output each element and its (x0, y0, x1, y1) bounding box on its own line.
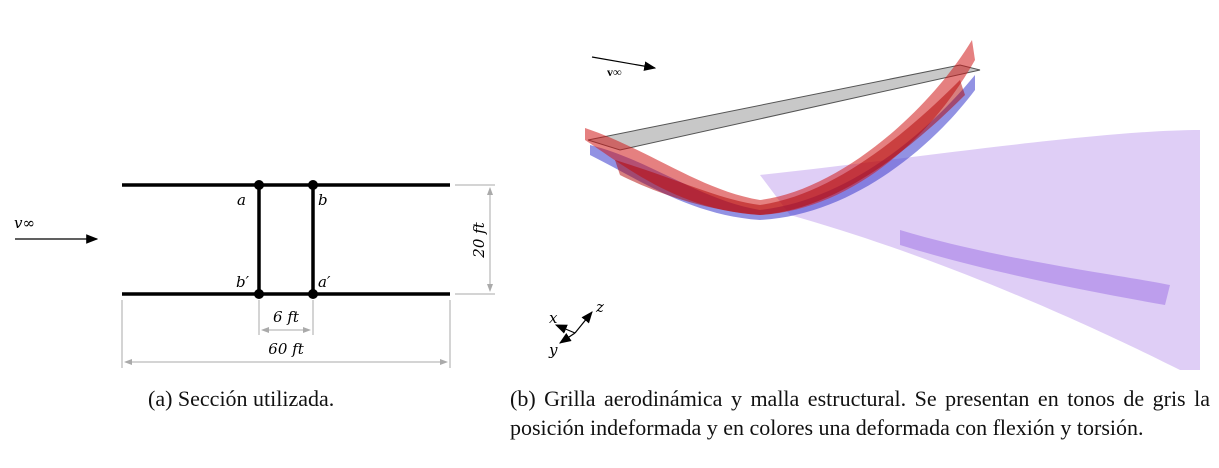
figures: v∞ a b b′ a′ 20 ft 6 ft 60 ft v∞ x y z (0, 0, 1219, 380)
node (308, 289, 318, 299)
node-label: b′ (236, 273, 250, 291)
nodes (254, 180, 318, 299)
axis-label: x (549, 309, 558, 327)
node (254, 289, 264, 299)
dimensions (122, 185, 495, 368)
node-label: a′ (318, 273, 331, 291)
axis (560, 333, 575, 343)
caption-a: (a) Sección utilizada. (148, 384, 334, 413)
wake (760, 130, 1200, 370)
flow-label: v∞ (14, 214, 35, 232)
gap-label: 6 ft (273, 308, 300, 326)
node (308, 180, 318, 190)
triad (556, 312, 592, 343)
width-label: 60 ft (268, 340, 304, 358)
height-label: 20 ft (470, 221, 488, 258)
caption-b: (b) Grilla aerodinámica y malla estructu… (510, 384, 1210, 442)
axis (575, 312, 592, 333)
node-label: b (318, 191, 328, 209)
render: v∞ x y z (548, 40, 1200, 370)
axis (556, 325, 575, 333)
node-label: a (237, 191, 246, 209)
axis-label: z (595, 298, 604, 316)
flow-label: v∞ (607, 65, 622, 79)
section-diagram (122, 185, 450, 294)
node (254, 180, 264, 190)
flow-arrow (592, 57, 655, 68)
page: v∞ a b b′ a′ 20 ft 6 ft 60 ft v∞ x y z (… (0, 0, 1219, 468)
axis-label: y (548, 341, 558, 359)
